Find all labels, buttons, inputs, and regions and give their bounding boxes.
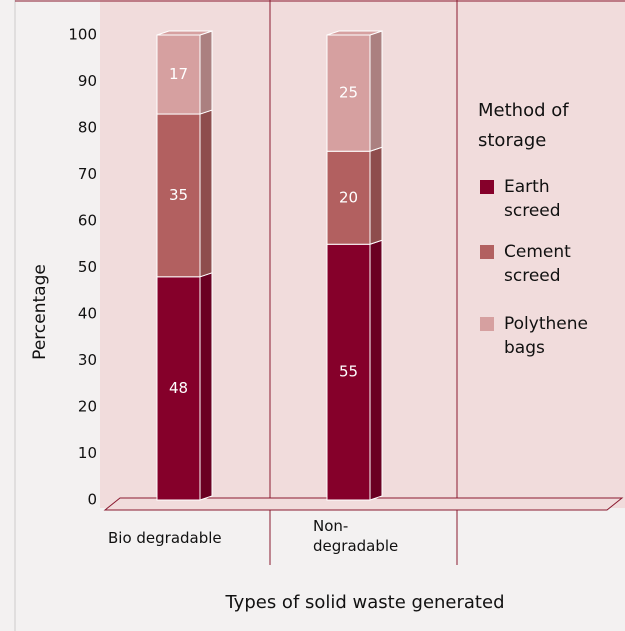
legend-label: Earth screed [504, 177, 561, 221]
bar-side [199, 272, 213, 501]
y-tick-label: 60 [78, 212, 97, 230]
legend-title: Method of storage [478, 100, 569, 151]
legend-label: Cement screed [504, 242, 571, 286]
data-label: 55 [339, 363, 358, 381]
bar-side [369, 30, 383, 152]
bar-top [156, 30, 213, 36]
bar-side [369, 146, 383, 245]
legend-label: Polythene bags [504, 314, 588, 358]
legend-item: Cement screed [480, 240, 594, 288]
legend-swatch [480, 317, 494, 331]
bar-side [369, 239, 383, 501]
data-label: 35 [169, 186, 188, 204]
y-tick-label: 80 [78, 119, 97, 137]
y-tick-label: 50 [78, 258, 97, 276]
y-tick-label: 100 [68, 26, 97, 44]
y-tick-label: 30 [78, 351, 97, 369]
bar-side [199, 109, 213, 278]
bar [326, 243, 371, 501]
bar [326, 150, 371, 245]
y-axis-label: Percentage [30, 264, 50, 360]
y-tick-label: 90 [78, 72, 97, 90]
y-tick-label: 0 [87, 491, 97, 509]
y-tick-label: 10 [78, 444, 97, 462]
legend-swatch [480, 180, 494, 194]
legend-item: Polythene bags [480, 312, 594, 360]
y-tick-label: 40 [78, 305, 97, 323]
data-label: 25 [339, 84, 358, 102]
x-tick-label: Non-degradable [313, 517, 399, 555]
bar [326, 34, 371, 152]
floor [103, 497, 624, 511]
data-label: 17 [169, 65, 188, 83]
y-tick-label: 20 [78, 398, 97, 416]
legend-swatch [480, 245, 494, 259]
x-tick-label: Bio degradable [108, 529, 222, 547]
bar [156, 113, 201, 278]
data-label: 20 [339, 188, 358, 206]
bar-side [199, 30, 213, 115]
bar [156, 34, 201, 115]
data-label: 48 [169, 379, 188, 397]
bar-top [326, 30, 383, 36]
x-axis-label: Types of solid waste generated [224, 592, 504, 613]
y-tick-label: 70 [78, 165, 97, 183]
legend-item: Earth screed [480, 175, 594, 223]
